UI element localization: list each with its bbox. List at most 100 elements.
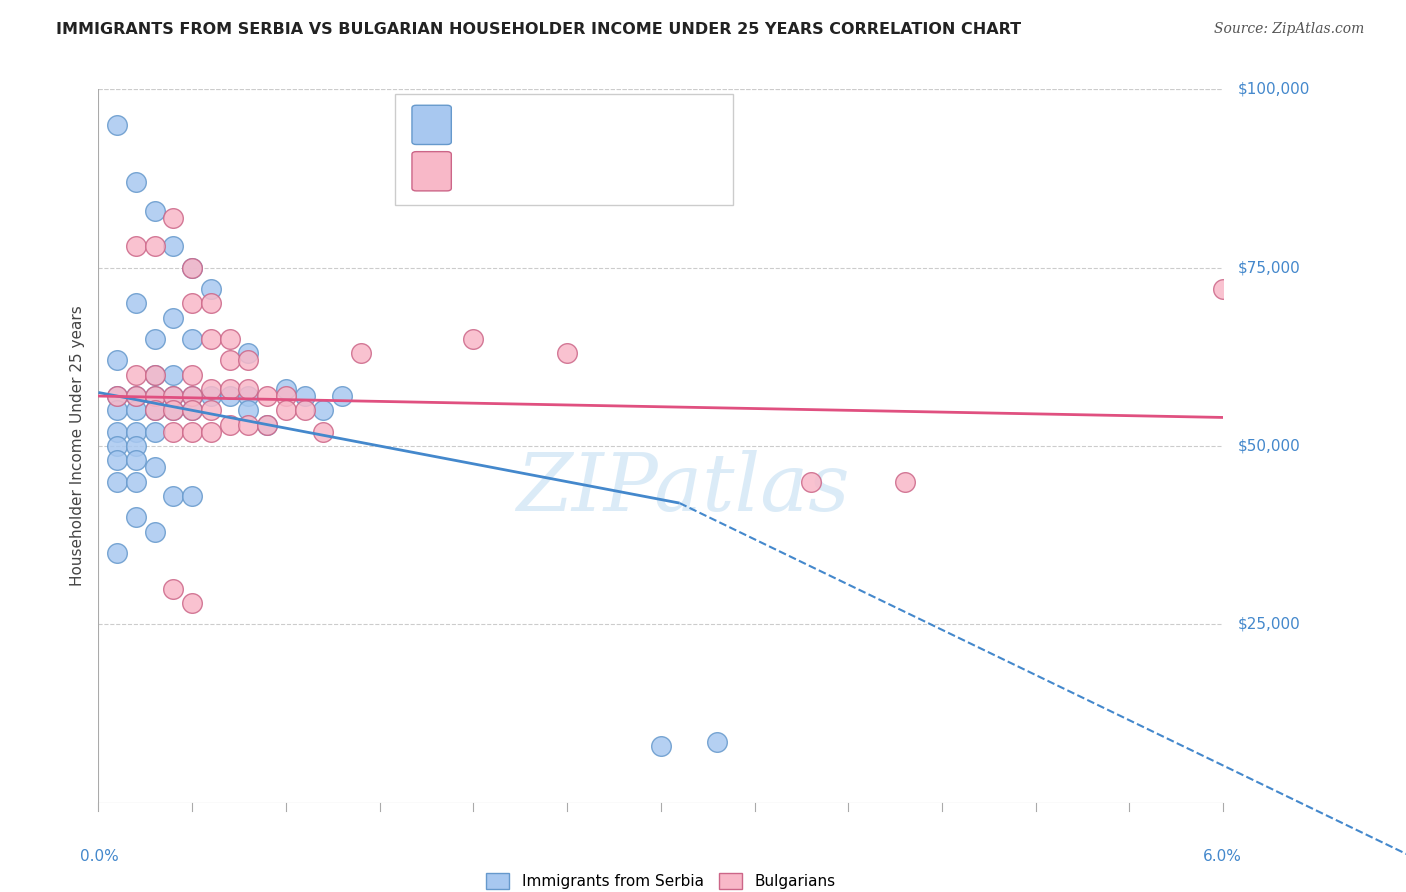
Point bbox=[105, 453, 128, 467]
Text: $25,000: $25,000 bbox=[1237, 617, 1301, 632]
Point bbox=[125, 510, 148, 524]
Point bbox=[800, 475, 823, 489]
Point bbox=[143, 239, 166, 253]
Point bbox=[181, 403, 204, 417]
Point bbox=[238, 346, 260, 360]
Point bbox=[294, 403, 316, 417]
Point bbox=[162, 403, 184, 417]
Point bbox=[105, 389, 128, 403]
Point bbox=[143, 368, 166, 382]
Point bbox=[181, 260, 204, 275]
Point bbox=[256, 417, 278, 432]
Point bbox=[162, 239, 184, 253]
Point bbox=[125, 403, 148, 417]
Point bbox=[218, 417, 240, 432]
Text: 6.0%: 6.0% bbox=[1204, 849, 1241, 864]
Point bbox=[143, 332, 166, 346]
Point bbox=[143, 524, 166, 539]
Point bbox=[274, 389, 297, 403]
Text: Source: ZipAtlas.com: Source: ZipAtlas.com bbox=[1213, 22, 1364, 37]
Text: ZIPatlas: ZIPatlas bbox=[516, 450, 851, 527]
Point bbox=[555, 346, 578, 360]
Point bbox=[181, 425, 204, 439]
Point bbox=[105, 389, 128, 403]
Point bbox=[105, 475, 128, 489]
Point bbox=[143, 368, 166, 382]
Point bbox=[125, 475, 148, 489]
Point bbox=[200, 389, 222, 403]
Point bbox=[312, 403, 335, 417]
Point bbox=[162, 403, 184, 417]
Point bbox=[125, 425, 148, 439]
Text: IMMIGRANTS FROM SERBIA VS BULGARIAN HOUSEHOLDER INCOME UNDER 25 YEARS CORRELATIO: IMMIGRANTS FROM SERBIA VS BULGARIAN HOUS… bbox=[56, 22, 1021, 37]
Point bbox=[162, 389, 184, 403]
Point bbox=[200, 332, 222, 346]
Point bbox=[218, 353, 240, 368]
Point bbox=[105, 439, 128, 453]
Point bbox=[181, 389, 204, 403]
Point bbox=[105, 546, 128, 560]
Point bbox=[181, 260, 204, 275]
Point bbox=[706, 735, 728, 749]
Text: N = 44: N = 44 bbox=[578, 164, 636, 178]
Point bbox=[143, 460, 166, 475]
Point bbox=[294, 389, 316, 403]
Point bbox=[650, 739, 672, 753]
Point bbox=[256, 417, 278, 432]
Text: R = -0.265: R = -0.265 bbox=[458, 118, 540, 132]
Point bbox=[312, 425, 335, 439]
Point bbox=[105, 118, 128, 132]
Point bbox=[162, 489, 184, 503]
Point bbox=[162, 582, 184, 596]
Point bbox=[162, 425, 184, 439]
Point bbox=[125, 368, 148, 382]
Point bbox=[238, 382, 260, 396]
Text: N = 50: N = 50 bbox=[578, 118, 636, 132]
Text: R = -0.036: R = -0.036 bbox=[458, 164, 540, 178]
Text: 0.0%: 0.0% bbox=[80, 849, 118, 864]
Point bbox=[105, 353, 128, 368]
Point bbox=[181, 596, 204, 610]
Legend: Immigrants from Serbia, Bulgarians: Immigrants from Serbia, Bulgarians bbox=[481, 867, 841, 892]
Point bbox=[274, 403, 297, 417]
Point bbox=[162, 368, 184, 382]
Point bbox=[218, 382, 240, 396]
Point bbox=[238, 417, 260, 432]
Point bbox=[125, 389, 148, 403]
Point bbox=[181, 368, 204, 382]
Point bbox=[143, 203, 166, 218]
Point bbox=[143, 425, 166, 439]
Point bbox=[105, 425, 128, 439]
Point bbox=[200, 296, 222, 310]
Point bbox=[350, 346, 373, 360]
Text: $75,000: $75,000 bbox=[1237, 260, 1301, 275]
Point bbox=[238, 389, 260, 403]
Point bbox=[274, 382, 297, 396]
Point bbox=[125, 453, 148, 467]
Point bbox=[463, 332, 485, 346]
Point bbox=[200, 403, 222, 417]
Point bbox=[181, 332, 204, 346]
Point bbox=[105, 403, 128, 417]
Point bbox=[162, 310, 184, 325]
Point bbox=[143, 403, 166, 417]
Text: $50,000: $50,000 bbox=[1237, 439, 1301, 453]
Point bbox=[181, 296, 204, 310]
Y-axis label: Householder Income Under 25 years: Householder Income Under 25 years bbox=[69, 306, 84, 586]
Point bbox=[143, 389, 166, 403]
Text: $100,000: $100,000 bbox=[1237, 82, 1309, 96]
Point bbox=[125, 296, 148, 310]
Point bbox=[238, 403, 260, 417]
Point bbox=[162, 389, 184, 403]
Point bbox=[218, 332, 240, 346]
Point bbox=[181, 403, 204, 417]
Point bbox=[143, 403, 166, 417]
Point bbox=[200, 425, 222, 439]
Point bbox=[125, 239, 148, 253]
Point bbox=[218, 389, 240, 403]
Point bbox=[143, 389, 166, 403]
Point bbox=[238, 353, 260, 368]
Point bbox=[125, 439, 148, 453]
Point bbox=[1212, 282, 1234, 296]
Point bbox=[181, 389, 204, 403]
